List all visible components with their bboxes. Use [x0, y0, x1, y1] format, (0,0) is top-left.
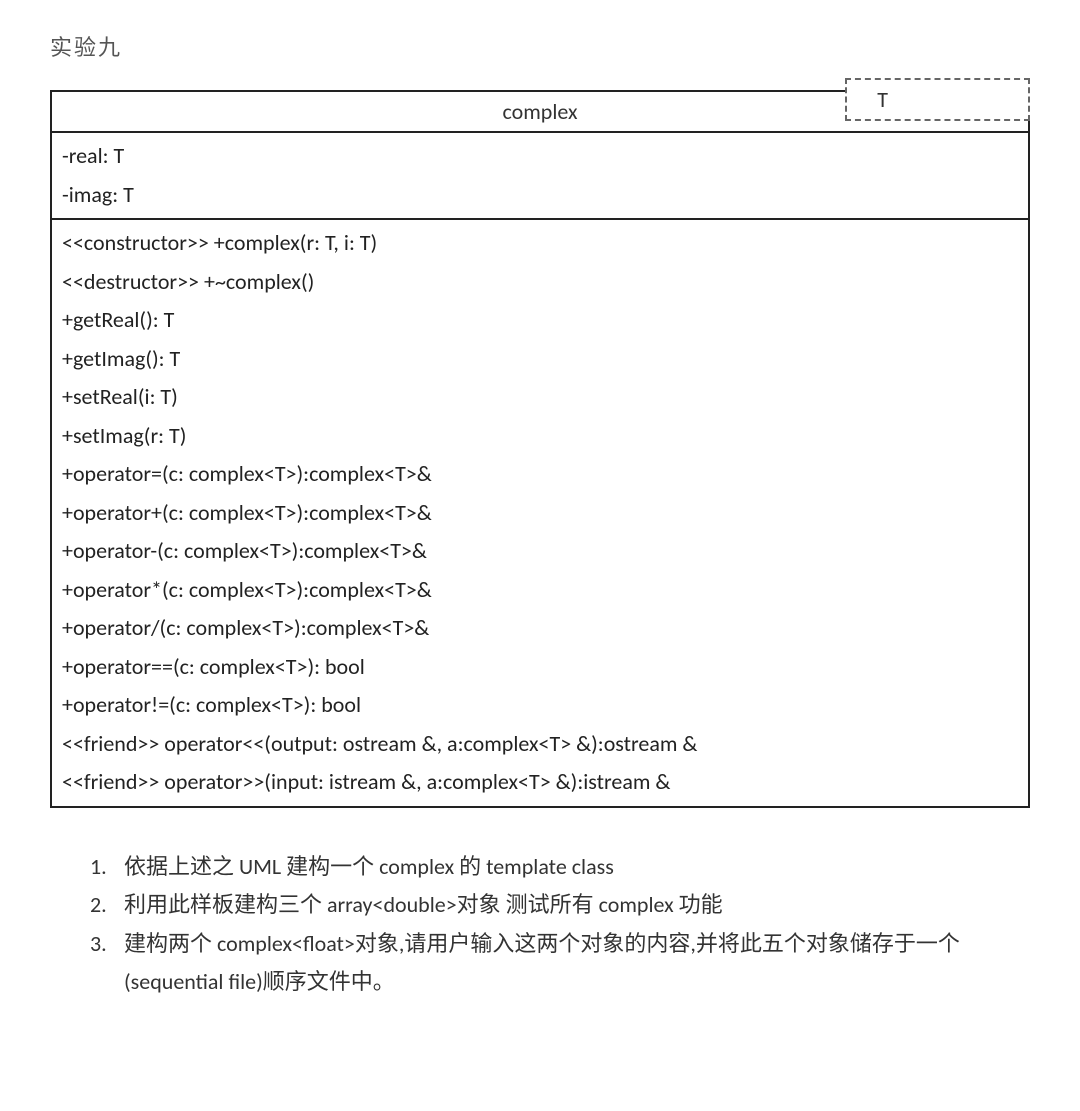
- uml-operation: +operator==(c: complex<T>): bool: [62, 648, 1018, 687]
- instruction-item: 2. 利用此样板建构三个 array<double>对象 测试所有 comple…: [90, 886, 1030, 925]
- uml-operation: +getReal(): T: [62, 301, 1018, 340]
- uml-diagram: T complex -real: T -imag: T <<constructo…: [50, 90, 1030, 808]
- page-title: 实验九: [50, 30, 1030, 62]
- uml-operation: +operator-(c: complex<T>):complex<T>&: [62, 532, 1018, 571]
- uml-operation: +setImag(r: T): [62, 417, 1018, 456]
- instruction-text: 依据上述之 UML 建构一个 complex 的 template class: [124, 848, 1030, 887]
- uml-attribute: -imag: T: [62, 176, 1018, 215]
- instruction-item: 3. 建构两个 complex<float>对象,请用户输入这两个对象的内容,并…: [90, 925, 1030, 1002]
- uml-class-box: complex -real: T -imag: T <<constructor>…: [50, 90, 1030, 808]
- uml-operation: +getImag(): T: [62, 340, 1018, 379]
- uml-operation: +setReal(i: T): [62, 378, 1018, 417]
- instructions-list: 1. 依据上述之 UML 建构一个 complex 的 template cla…: [50, 848, 1030, 1002]
- uml-attribute: -real: T: [62, 137, 1018, 176]
- instruction-text: 利用此样板建构三个 array<double>对象 测试所有 complex 功…: [124, 886, 1030, 925]
- uml-operation: +operator=(c: complex<T>):complex<T>&: [62, 455, 1018, 494]
- uml-operations-section: <<constructor>> +complex(r: T, i: T) <<d…: [52, 220, 1028, 806]
- template-parameter-box: T: [845, 78, 1030, 121]
- uml-operation: +operator+(c: complex<T>):complex<T>&: [62, 494, 1018, 533]
- uml-operation: <<friend>> operator>>(input: istream &, …: [62, 763, 1018, 802]
- instruction-number: 1.: [90, 848, 124, 887]
- uml-operation: +operator/(c: complex<T>):complex<T>&: [62, 609, 1018, 648]
- instruction-number: 2.: [90, 886, 124, 925]
- uml-operation: +operator!=(c: complex<T>): bool: [62, 686, 1018, 725]
- instruction-text: 建构两个 complex<float>对象,请用户输入这两个对象的内容,并将此五…: [124, 925, 1030, 1002]
- uml-operation: +operator*(c: complex<T>):complex<T>&: [62, 571, 1018, 610]
- uml-operation: <<destructor>> +~complex(): [62, 263, 1018, 302]
- instruction-number: 3.: [90, 925, 124, 1002]
- instruction-item: 1. 依据上述之 UML 建构一个 complex 的 template cla…: [90, 848, 1030, 887]
- uml-attributes-section: -real: T -imag: T: [52, 133, 1028, 220]
- uml-operation: <<constructor>> +complex(r: T, i: T): [62, 224, 1018, 263]
- uml-operation: <<friend>> operator<<(output: ostream &,…: [62, 725, 1018, 764]
